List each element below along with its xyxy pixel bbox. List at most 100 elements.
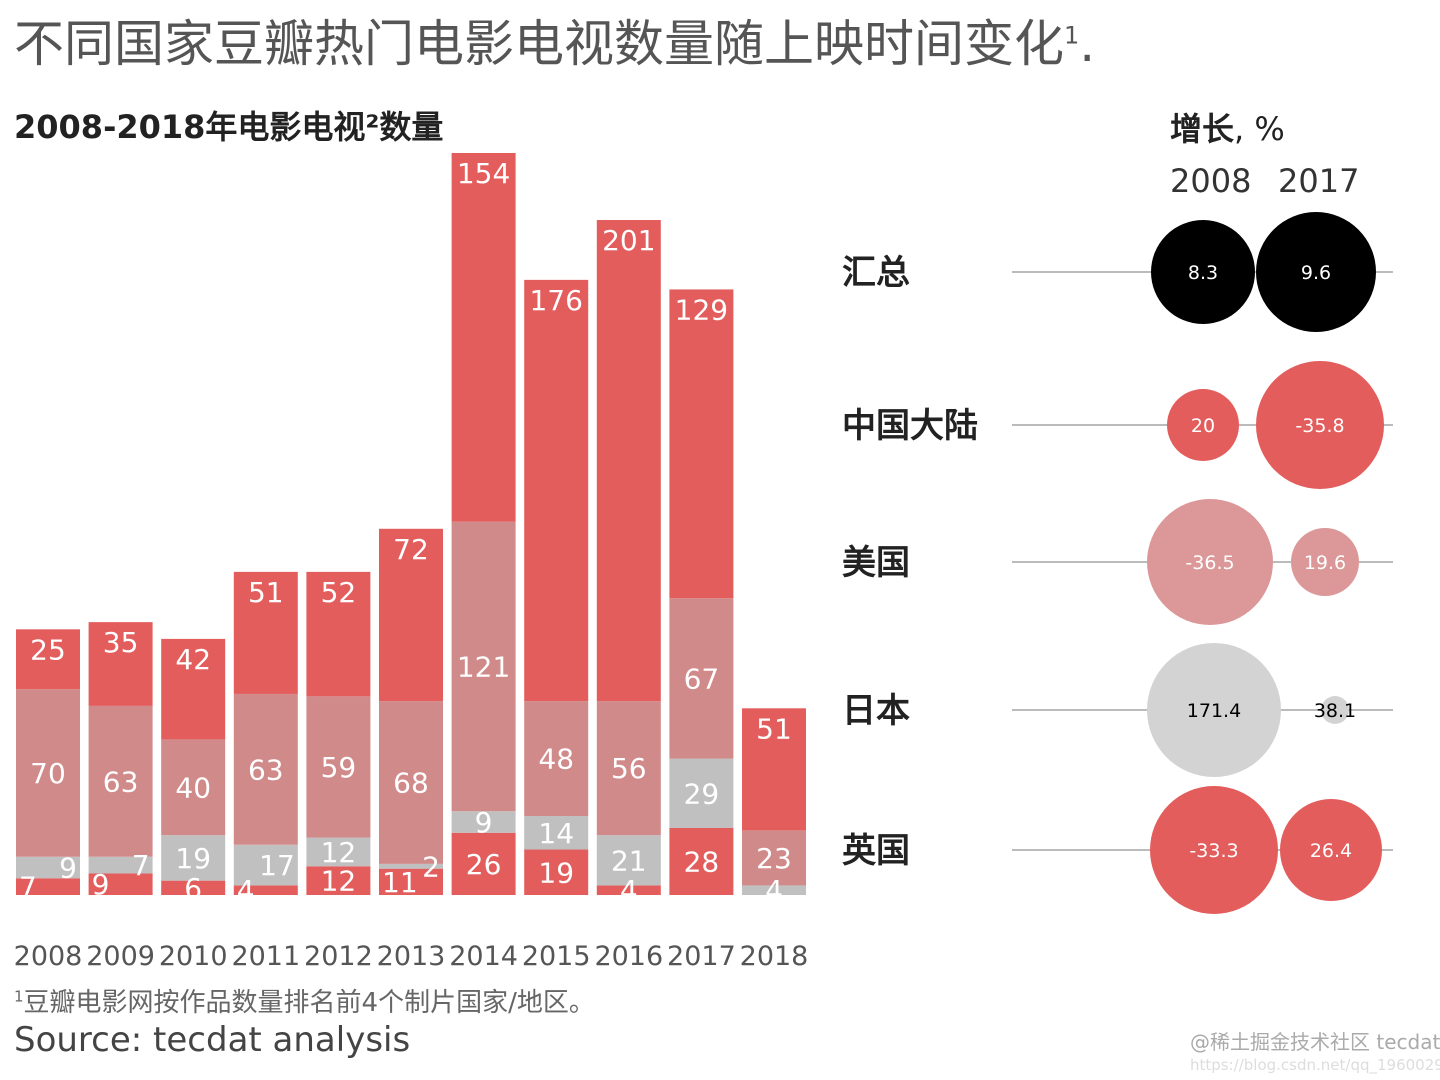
bar-segment — [306, 696, 371, 838]
bubble-value-label: 8.3 — [1188, 262, 1218, 284]
bar-segment — [379, 868, 443, 895]
bar-segment — [88, 705, 153, 857]
title-end: . — [1079, 15, 1096, 73]
bar-segment — [379, 863, 443, 869]
bar-segment — [596, 835, 661, 886]
bar-value-label: 176 — [529, 284, 582, 317]
bubble-value-label: 9.6 — [1301, 262, 1331, 284]
bar-value-label: 42 — [175, 643, 211, 676]
bar-value-label: 4 — [765, 874, 783, 907]
bar-segment — [306, 571, 371, 697]
bar-segment — [524, 701, 589, 817]
bar-segment — [161, 638, 226, 740]
bubble-value-label: -33.3 — [1189, 840, 1238, 862]
bubble-value-label: -36.5 — [1185, 552, 1234, 574]
bar-value-label: 12 — [321, 865, 357, 898]
bar-value-label: 129 — [675, 293, 728, 326]
bar-segment — [596, 220, 661, 702]
watermark: @稀土掘金技术社区 tecdat — [1190, 1030, 1440, 1054]
bubble-value-label: 20 — [1191, 415, 1215, 437]
x-tick-label: 2009 — [86, 941, 155, 972]
bar-value-label: 63 — [103, 765, 139, 798]
bar-segment — [16, 856, 80, 879]
bubble-value-label: 19.6 — [1304, 552, 1346, 574]
bar-segment — [451, 153, 516, 522]
x-tick-label: 2016 — [594, 941, 663, 972]
x-tick-label: 2010 — [159, 941, 228, 972]
bar-value-label: 2 — [422, 850, 440, 883]
bar-value-label: 7 — [132, 849, 150, 882]
bar-segment — [379, 701, 443, 864]
bar-value-label: 35 — [103, 626, 139, 659]
bar-segment — [16, 629, 80, 690]
bar-value-label: 19 — [175, 842, 211, 875]
x-tick-label: 2018 — [740, 941, 809, 972]
footnote-text: 豆瓣电影网按作品数量排名前4个制片国家/地区。 — [23, 988, 595, 1018]
row-label: 汇总 — [842, 253, 910, 293]
growth-bubble — [1321, 696, 1349, 724]
bar-segment — [16, 878, 80, 895]
x-tick-label: 2014 — [449, 941, 518, 972]
bar-value-label: 52 — [321, 576, 357, 609]
bar-segment — [451, 811, 516, 833]
bar-segment — [379, 528, 443, 702]
title-text: 不同国家豆瓣热门电影电视数量随上映时间变化 — [14, 15, 1064, 73]
bar-value-label: 12 — [321, 836, 357, 869]
bar-segment — [451, 832, 516, 895]
row-label: 日本 — [842, 691, 910, 731]
bar-segment — [161, 835, 226, 881]
bar-segment — [16, 689, 80, 857]
bar-segment — [306, 866, 371, 895]
bar-segment — [669, 598, 734, 759]
growth-bubble — [1256, 212, 1376, 332]
bar-segment — [669, 827, 734, 895]
bar-segment — [742, 885, 806, 895]
title-footnote-mark: 1 — [1064, 21, 1080, 50]
growth-bubble — [1167, 389, 1239, 461]
bar-value-label: 51 — [248, 576, 284, 609]
bar-segment — [524, 279, 589, 702]
column-header-2008: 2008 — [1170, 162, 1252, 200]
bar-value-label: 6 — [184, 872, 202, 905]
growth-bubble — [1150, 786, 1278, 914]
growth-bubble — [1280, 799, 1382, 901]
bar-value-label: 70 — [30, 757, 66, 790]
growth-title-text: 增长 — [1170, 110, 1235, 148]
bar-value-label: 72 — [393, 533, 429, 566]
bar-segment — [524, 816, 589, 850]
bubble-value-label: 171.4 — [1187, 700, 1241, 722]
bar-segment — [451, 521, 516, 812]
bar-value-label: 4 — [620, 874, 638, 907]
bar-segment — [306, 837, 371, 867]
bar-value-label: 63 — [248, 753, 284, 786]
x-tick-label: 2015 — [522, 941, 591, 972]
x-tick-label: 2012 — [304, 941, 373, 972]
bar-segment — [742, 830, 806, 886]
growth-bubble — [1147, 499, 1273, 625]
x-tick-label: 2008 — [14, 941, 83, 972]
bar-segment — [233, 844, 298, 886]
bar-value-label: 19 — [538, 856, 574, 889]
bar-segment — [233, 885, 298, 895]
bar-value-label: 7 — [19, 871, 37, 904]
bar-value-label: 23 — [756, 842, 792, 875]
bubble-value-label: 38.1 — [1314, 700, 1356, 722]
bar-value-label: 4 — [237, 874, 255, 907]
growth-bubble — [1147, 643, 1281, 777]
bar-value-label: 17 — [259, 849, 295, 882]
footnote: 1豆瓣电影网按作品数量排名前4个制片国家/地区。 — [14, 982, 595, 1019]
bar-value-label: 14 — [538, 817, 574, 850]
bar-value-label: 25 — [30, 633, 66, 666]
bar-value-label: 29 — [684, 777, 720, 810]
bar-value-label: 9 — [59, 851, 77, 884]
bar-value-label: 21 — [611, 844, 647, 877]
growth-title: 增长, % — [1170, 104, 1285, 150]
row-label: 中国大陆 — [842, 406, 978, 446]
growth-bubble — [1151, 220, 1255, 324]
footnote-mark: 1 — [14, 987, 24, 1006]
x-tick-label: 2011 — [231, 941, 300, 972]
bar-segment — [596, 701, 661, 836]
bar-value-label: 68 — [393, 767, 429, 800]
bar-segment — [88, 622, 153, 706]
